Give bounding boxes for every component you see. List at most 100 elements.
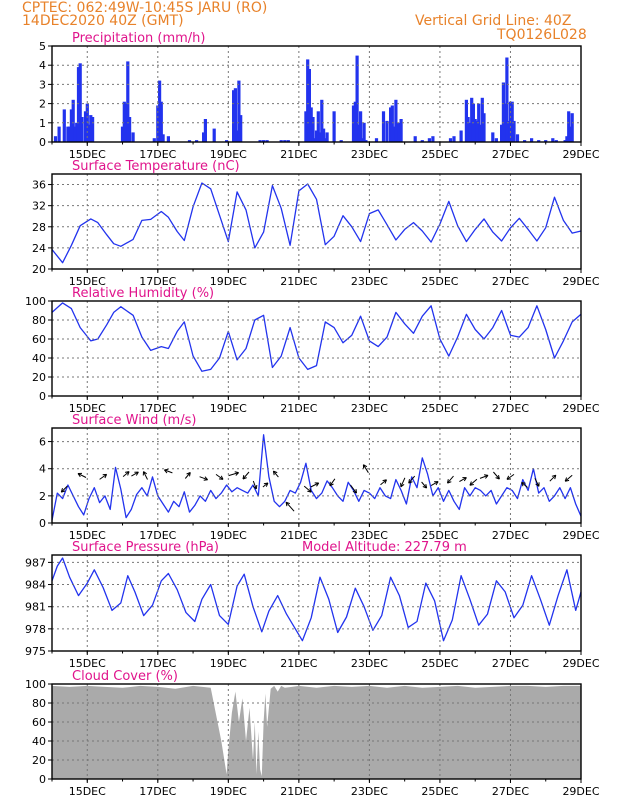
precip-bar: [322, 128, 326, 142]
y-tick-label: 80: [32, 697, 46, 710]
x-tick-label: 15DEC: [69, 785, 106, 798]
precip-bar: [537, 140, 541, 142]
precip-bar: [512, 120, 516, 142]
precip-bar: [355, 55, 359, 142]
cloud-title: Cloud Cover (%): [72, 669, 178, 684]
precip-bar: [68, 126, 72, 142]
wind-arrow: [421, 481, 428, 489]
panel-frame: [51, 683, 582, 780]
x-tick-label: 27DEC: [492, 148, 529, 161]
x-tick-label: 21DEC: [280, 657, 317, 670]
wind-arrow: [380, 479, 387, 486]
x-tick-label: 29DEC: [562, 529, 599, 542]
x-tick-label: 17DEC: [139, 657, 176, 670]
precip-bar: [459, 130, 463, 142]
precip-bar: [286, 140, 290, 142]
x-tick-label: 19DEC: [210, 148, 247, 161]
wind-arrow: [131, 471, 139, 477]
header-grid-line: Vertical Grid Line: 40Z: [415, 13, 572, 29]
precip-bar: [306, 59, 310, 142]
y-tick-label: 0: [39, 517, 46, 530]
precip-bar: [152, 138, 156, 142]
precip-bar: [357, 124, 361, 142]
precip-bar: [314, 130, 319, 142]
precipitation-panel: 0 1 2 3 4 5 15DEC 17DEC 19DEC 21DEC 23DEC 25DEC 27DE…: [39, 31, 600, 161]
panel-frame: [51, 45, 582, 143]
precip-bar: [120, 126, 125, 142]
wind-arrow: [303, 485, 312, 493]
precip-bar: [475, 120, 479, 142]
y-tick-label: 0: [39, 773, 46, 786]
x-tick-label: 23DEC: [351, 275, 388, 288]
x-tick-label: 25DEC: [421, 529, 458, 542]
x-tick-label: 15DEC: [69, 275, 106, 288]
x-tick-label: 27DEC: [492, 275, 529, 288]
wind-panel: 0 2 4 6 15DEC 17DEC 19DEC 21DEC 23DEC 25DEC 27DEC 2…: [39, 413, 600, 542]
precip-bar: [203, 119, 207, 142]
y-tick-label: 4: [39, 59, 46, 72]
precip-bar: [195, 140, 199, 142]
pressure-line: [51, 557, 582, 642]
wind-arrow: [272, 470, 279, 478]
x-tick-label: 21DEC: [280, 275, 317, 288]
pressure-title: Surface Pressure (hPa): [72, 540, 219, 555]
x-tick-label: 25DEC: [421, 148, 458, 161]
y-tick-label: 975: [25, 645, 46, 658]
y-tick-label: 6: [39, 436, 46, 449]
precip-bar: [87, 124, 91, 142]
precip-bar: [491, 132, 495, 142]
y-tick-label: 0: [39, 136, 46, 149]
precip-bar: [304, 111, 308, 142]
precip-bar: [309, 107, 313, 142]
x-tick-label: 29DEC: [562, 785, 599, 798]
precip-bar: [202, 132, 206, 142]
precip-bar: [563, 140, 567, 142]
x-tick-label: 23DEC: [351, 529, 388, 542]
precip-bar: [494, 138, 498, 142]
precip-bar: [431, 136, 435, 142]
precip-bar: [187, 140, 192, 142]
precip-bar: [318, 132, 322, 142]
x-tick-label: 21DEC: [280, 402, 317, 415]
precip-bar: [507, 120, 511, 142]
precip-bar: [565, 136, 569, 142]
precip-bar: [500, 124, 504, 142]
precip-bar: [265, 140, 269, 142]
precip-bar: [399, 119, 403, 142]
model-altitude: Model Altitude: 227.79 m: [302, 540, 467, 555]
wind-arrow: [228, 471, 239, 477]
precip-bar: [158, 80, 162, 142]
x-tick-label: 19DEC: [210, 275, 247, 288]
precip-bar: [523, 140, 527, 142]
precip-bar: [283, 140, 287, 142]
precip-bar: [420, 140, 424, 142]
precip-bar: [480, 97, 484, 142]
wind-arrow: [60, 485, 68, 493]
y-tick-label: 987: [25, 556, 46, 569]
precip-bar: [161, 134, 165, 142]
precip-bar: [385, 120, 389, 142]
precip-bar: [554, 140, 558, 142]
precip-bar: [353, 101, 357, 142]
precip-bar: [233, 88, 237, 142]
wind-arrow: [459, 477, 467, 483]
precip-bar: [505, 57, 509, 142]
y-tick-label: 60: [32, 716, 46, 729]
x-tick-label: 19DEC: [210, 529, 247, 542]
pressure-panel: 975 978 981 984 987 15DEC 17DEC 19DEC 21DEC 23DEC…: [25, 540, 600, 670]
cloud-cover-area: [52, 685, 581, 779]
x-tick-label: 15DEC: [69, 529, 106, 542]
precip-bar: [53, 136, 58, 142]
wind-arrow: [534, 478, 540, 487]
precip-bar: [159, 101, 163, 142]
wind-arrow: [252, 480, 258, 490]
precip-bar: [567, 111, 571, 142]
precip-bar: [73, 126, 77, 142]
y-tick-label: 978: [25, 623, 46, 636]
precip-bar: [311, 117, 315, 142]
precip-bar: [239, 115, 243, 142]
temperature-line: [51, 182, 582, 264]
precip-bar: [515, 134, 520, 142]
x-tick-label: 21DEC: [280, 529, 317, 542]
